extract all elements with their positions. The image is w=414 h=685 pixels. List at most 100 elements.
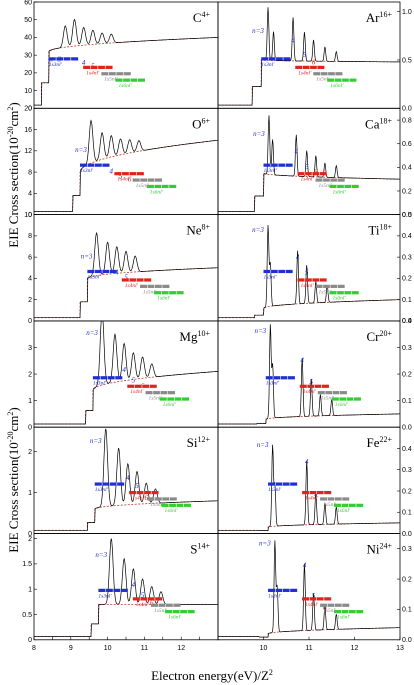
- y-tick-label: 0.1: [402, 398, 412, 405]
- config-label: 1s3nl': [95, 487, 109, 493]
- dw-background-curve: [34, 370, 219, 425]
- y-tick-label: 1: [28, 490, 32, 497]
- ion-label: Ne8+: [186, 223, 210, 238]
- resonance-n-label: n=3: [257, 441, 269, 449]
- eie-curve: [218, 540, 400, 638]
- config-label: 1s4nl': [125, 282, 139, 289]
- resonance-n-label: n=3: [86, 329, 98, 337]
- resonance-n-label: 4: [303, 562, 307, 570]
- y-tick-label: 0.8: [402, 117, 412, 124]
- resonance-n-label: 4: [296, 254, 300, 262]
- x-axis-label: Electron energy(eV)/Z2: [151, 668, 273, 683]
- panel-ar: 0.0 0.5 1.0 n=3 456 1s3nl' 1s4nl' 1s5nl'1s6nl' A…: [217, 1, 412, 113]
- x-tick-label: 12: [177, 645, 185, 652]
- y-tick-label: 0.5: [402, 212, 412, 219]
- resonance-n-label: n=3: [252, 226, 264, 234]
- resonance-n-label: 5: [124, 274, 128, 282]
- ion-label: Mg10+: [179, 329, 210, 344]
- config-label: 1s4nl': [305, 601, 319, 608]
- config-label: 1s5nl': [318, 289, 332, 295]
- config-label: 1s5nl': [143, 289, 157, 295]
- ion-label: Ti18+: [368, 223, 392, 238]
- eie-curve: [34, 428, 218, 531]
- resonance-n-label: n=3: [90, 437, 102, 445]
- config-label: 1s5nl': [316, 77, 330, 83]
- config-label: 1s5nl': [321, 396, 335, 402]
- resonance-n-label: n=3: [75, 146, 87, 154]
- resonance-n-label: 4: [295, 148, 299, 156]
- y-tick-label: 0.0: [402, 106, 412, 113]
- y-tick-label: 0.3: [402, 546, 412, 553]
- y-tick-label: 0: [28, 531, 32, 538]
- y-tick-label: 6: [28, 254, 32, 261]
- resonance-n-label: 5: [132, 377, 136, 385]
- config-label: 1s3nl': [264, 274, 278, 280]
- y-tick-label: 1: [28, 586, 32, 593]
- config-label: 1s5nl': [150, 502, 164, 508]
- eie-curve: [218, 444, 400, 531]
- resonance-n-label: 5: [305, 269, 309, 277]
- config-label: 1s6nl': [150, 189, 164, 195]
- resonance-n-label: 4: [122, 366, 126, 374]
- y-tick-label: 2: [28, 297, 32, 304]
- resonance-n-label: n=3: [252, 27, 264, 35]
- y-tick-label: 0.5: [402, 57, 412, 64]
- y-tick-label: 3: [28, 345, 32, 352]
- y-tick-label: 60: [24, 0, 32, 6]
- resonance-n-label: 5: [310, 378, 314, 386]
- eie-curve: [34, 538, 218, 637]
- config-label: 1s6nl': [335, 402, 349, 408]
- resonance-n-label: 4: [115, 268, 119, 276]
- y-tick-label: 10: [24, 212, 32, 219]
- panel-ca: 0.0 0.2 0.4 0.6 0.8 n=3 456 1s3nl' 1s4nl' 1s5nl'1…: [217, 107, 412, 219]
- resonance-n-label: 4: [126, 474, 130, 482]
- panel-ti: 0.0 0.1 0.2 0.3 0.4 0.5 n=3 45 1s3nl' 1s4nl' 1s5nl…: [217, 212, 412, 325]
- ion-label: S14+: [190, 542, 210, 557]
- y-tick-label: 40: [24, 35, 32, 42]
- dw-background-curve: [218, 522, 401, 532]
- config-label: 1s3nl': [87, 274, 101, 280]
- y-tick-label: 0.6: [402, 141, 412, 148]
- y-axis-label-bottom: EIE Cross section(10-20cm2): [6, 407, 21, 552]
- resonance-n-label: 6: [150, 599, 154, 607]
- eie-curve: [218, 224, 401, 319]
- y-tick-label: 0.4: [402, 446, 412, 453]
- x-tick-label: 10: [104, 645, 112, 652]
- panel-c: 0102030405060n=3451s3nl'1s4nl'1s5nl'1s6n…: [24, 0, 219, 113]
- config-label: 1s5nl': [136, 183, 150, 189]
- config-label: 1s3nl': [268, 593, 282, 599]
- config-label: 1s4nl': [132, 494, 146, 501]
- y-tick-label: 8: [28, 169, 32, 176]
- y-tick-label: 4: [28, 276, 32, 283]
- x-tick-label: 10: [260, 645, 268, 652]
- y-tick-label: 0.5: [22, 612, 32, 619]
- panel-si: 0 1 2 n=3 456 1s3nl' 1s4nl' 1s5nl'1s6nl' Si12+: [28, 426, 219, 538]
- config-label: 1s4nl': [86, 69, 100, 76]
- resonance-n-label: 4: [110, 167, 114, 175]
- resonance-n-label: 6: [144, 494, 148, 502]
- ion-label: Ar16+: [366, 10, 393, 25]
- config-label: 1s4nl': [300, 282, 314, 289]
- y-tick-label: 50: [24, 17, 32, 24]
- x-tick-label: 8: [32, 645, 36, 652]
- resonance-n-label: 4: [132, 581, 136, 589]
- resonance-n-label: 6: [314, 168, 318, 176]
- y-tick-label: 0: [28, 637, 32, 644]
- panel-frame: [33, 107, 219, 216]
- x-tick-label: 11: [305, 645, 312, 652]
- resonance-n-label: 4: [82, 59, 86, 67]
- config-label: 1s6nl': [332, 189, 346, 195]
- y-tick-label: 0.1: [402, 510, 412, 517]
- y-tick-label: 0.1: [402, 297, 412, 304]
- resonance-n-label: 6: [312, 59, 316, 67]
- eie-curve: [218, 324, 400, 425]
- eie-curve: [218, 115, 400, 212]
- y-tick-label: 1.0: [402, 9, 412, 16]
- config-label: 1s4nl': [136, 601, 150, 608]
- y-tick-label: 0.1: [402, 607, 412, 614]
- resonance-n-label: 4: [305, 458, 309, 466]
- resonance-n-label: n=3: [95, 551, 107, 559]
- config-label: 1s4nl': [305, 494, 319, 501]
- resonance-n-label: 6: [128, 175, 132, 183]
